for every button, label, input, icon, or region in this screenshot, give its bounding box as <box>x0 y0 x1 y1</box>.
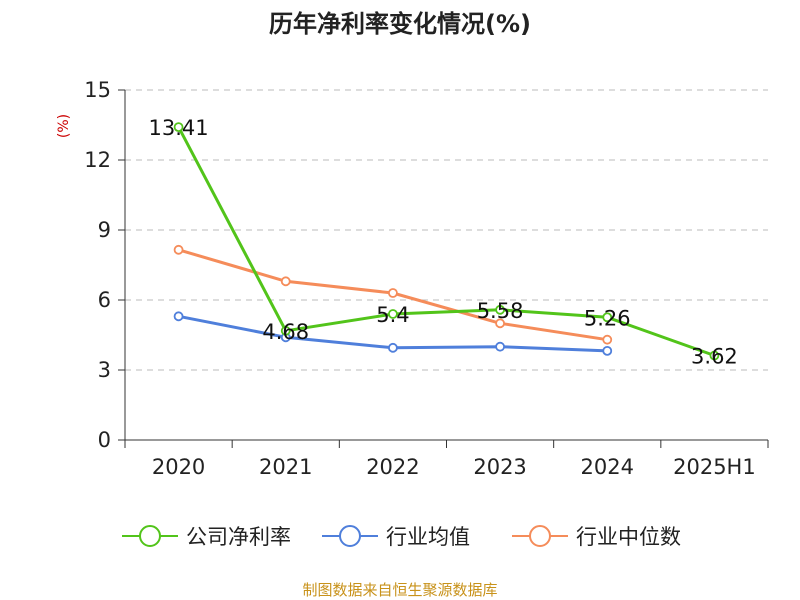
x-tick-label: 2023 <box>473 455 526 479</box>
data-point <box>388 309 398 319</box>
y-tick-label: 15 <box>84 78 111 102</box>
data-label: 5.4 <box>376 303 409 327</box>
data-point <box>709 350 720 361</box>
data-point <box>388 288 398 298</box>
y-tick-label: 6 <box>98 288 111 312</box>
x-tick-label: 2024 <box>581 455 634 479</box>
data-label: 5.26 <box>584 306 631 330</box>
legend-label: 公司净利率 <box>186 525 291 549</box>
source-note: 制图数据来自恒生聚源数据库 <box>302 581 497 599</box>
data-point <box>280 276 291 287</box>
y-axis-label: (%) <box>56 114 72 138</box>
data-point <box>173 311 184 322</box>
data-point <box>388 342 398 353</box>
data-point <box>602 312 613 323</box>
x-tick-label: 2020 <box>152 455 205 479</box>
legend-marker <box>139 525 161 547</box>
data-point <box>495 318 505 329</box>
y-tick-label: 12 <box>84 148 111 172</box>
data-point <box>602 345 613 356</box>
series-line <box>177 126 715 357</box>
data-point <box>173 122 184 132</box>
y-tick-label: 3 <box>98 358 111 382</box>
data-label: 4.68 <box>262 320 309 344</box>
legend-label: 行业均值 <box>386 525 470 549</box>
y-tick-label: 0 <box>98 428 111 452</box>
data-point <box>280 325 291 336</box>
data-point <box>495 341 505 352</box>
x-tick-label: 2025H1 <box>673 455 756 479</box>
x-tick-label: 2022 <box>366 455 419 479</box>
legend-label: 行业中位数 <box>576 525 681 549</box>
data-label: 3.62 <box>691 345 738 369</box>
legend-marker <box>339 525 361 547</box>
chart-title: 历年净利率变化情况(%) <box>269 10 531 38</box>
data-label: 13.41 <box>149 116 209 140</box>
data-label: 5.58 <box>477 299 524 323</box>
legend-marker <box>529 525 551 547</box>
y-tick-label: 9 <box>98 218 111 242</box>
x-tick-label: 2021 <box>259 455 312 479</box>
data-point <box>173 244 184 255</box>
data-point <box>602 334 613 345</box>
data-point <box>495 304 505 315</box>
